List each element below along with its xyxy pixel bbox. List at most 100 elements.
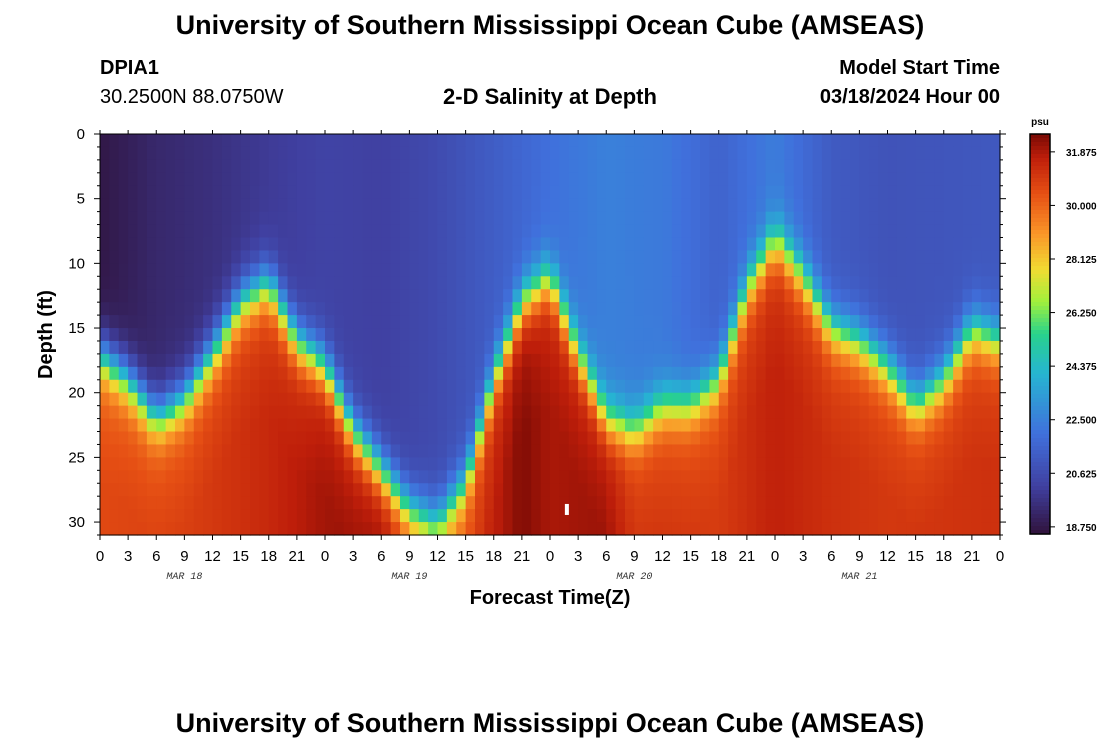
heatmap-cell [278, 392, 289, 407]
heatmap-cell [175, 185, 185, 200]
heatmap-cell [390, 483, 401, 497]
heatmap-cell [971, 418, 982, 433]
heatmap-cell [625, 276, 635, 290]
heatmap-cell [943, 444, 954, 458]
heatmap-cell [137, 379, 148, 394]
heatmap-cell [962, 211, 973, 226]
heatmap-cell [418, 392, 429, 407]
heatmap-cell [925, 289, 935, 303]
heatmap-cell [728, 353, 739, 368]
heatmap-cell [353, 379, 364, 394]
date-label: MAR 18 [166, 572, 202, 583]
heatmap-cell [681, 315, 692, 329]
heatmap-cell [812, 198, 823, 213]
heatmap-cell [653, 340, 664, 355]
heatmap-cell [156, 302, 167, 316]
heatmap-cell [446, 328, 457, 342]
heatmap-cell [221, 418, 232, 433]
heatmap-cell [559, 379, 570, 394]
heatmap-cell [812, 509, 823, 523]
heatmap-cell [250, 302, 260, 316]
heatmap-cell [165, 276, 176, 290]
heatmap-cell [475, 522, 485, 536]
heatmap-cell [812, 211, 823, 226]
heatmap-cell [221, 366, 232, 381]
heatmap-cell [671, 146, 682, 161]
heatmap-cell [231, 431, 242, 446]
heatmap-cell [250, 276, 260, 290]
colorbar-slice [1030, 206, 1050, 211]
heatmap-cell [671, 444, 682, 458]
y-tick-label: 10 [68, 255, 85, 272]
heatmap-cell [550, 340, 560, 355]
heatmap-cell [146, 496, 157, 510]
colorbar-label: 28.125 [1066, 255, 1097, 266]
heatmap-cell [165, 444, 176, 458]
heatmap-cell [381, 418, 392, 433]
heatmap-cell [465, 185, 476, 200]
heatmap-cell [100, 276, 110, 290]
heatmap-cell [793, 185, 804, 200]
heatmap-cell [709, 237, 720, 252]
heatmap-cell [587, 418, 598, 433]
heatmap-cell [343, 276, 354, 290]
heatmap-cell [465, 509, 476, 523]
heatmap-cell [259, 509, 270, 523]
heatmap-cell [596, 340, 607, 355]
heatmap-cell [512, 340, 523, 355]
heatmap-cell [362, 392, 373, 407]
heatmap-cell [540, 211, 551, 226]
heatmap-cell [446, 198, 457, 213]
heatmap-cell [540, 315, 551, 329]
heatmap-cell [831, 405, 842, 420]
heatmap-cell [475, 418, 485, 433]
heatmap-cell [446, 276, 457, 290]
heatmap-cell [793, 340, 804, 355]
y-tick-label: 25 [68, 449, 85, 466]
heatmap-cell [709, 366, 720, 381]
heatmap-cell [634, 509, 645, 523]
heatmap-cell [821, 250, 832, 264]
heatmap-cell [625, 289, 635, 303]
heatmap-cell [709, 496, 720, 510]
heatmap-cell [896, 340, 907, 355]
heatmap-cell [521, 418, 532, 433]
heatmap-cell [146, 185, 157, 200]
heatmap-cell [296, 509, 307, 523]
heatmap-cell [306, 224, 317, 239]
heatmap-cell [859, 315, 870, 329]
heatmap-cell [109, 263, 120, 277]
heatmap-cell [231, 159, 242, 174]
heatmap-cell [578, 496, 589, 510]
heatmap-cell [475, 509, 485, 523]
heatmap-cell [353, 159, 364, 174]
heatmap-cell [418, 159, 429, 174]
heatmap-cell [765, 431, 776, 446]
heatmap-cell [268, 470, 279, 484]
heatmap-cell [587, 289, 598, 303]
heatmap-cell [484, 263, 495, 277]
colorbar-slice [1030, 474, 1050, 479]
heatmap-cell [156, 315, 167, 329]
heatmap-cell [493, 302, 504, 316]
heatmap-cell [268, 431, 279, 446]
heatmap-cell [568, 276, 579, 290]
heatmap-cell [990, 328, 1001, 342]
heatmap-cell [700, 263, 710, 277]
heatmap-cell [831, 159, 842, 174]
heatmap-cell [756, 172, 767, 187]
heatmap-cell [353, 134, 364, 148]
colorbar-slice [1030, 450, 1050, 455]
heatmap-cell [850, 276, 860, 290]
heatmap-cell [240, 457, 251, 471]
heatmap-cell [381, 302, 392, 316]
heatmap-cell [803, 302, 814, 316]
heatmap-cell [512, 366, 523, 381]
x-tick-label: 15 [907, 548, 924, 565]
heatmap-cell [615, 522, 626, 536]
heatmap-cell [146, 289, 157, 303]
heatmap-cell [371, 509, 382, 523]
heatmap-cell [587, 457, 598, 471]
heatmap-cell [653, 392, 664, 407]
heatmap-cell [343, 250, 354, 264]
